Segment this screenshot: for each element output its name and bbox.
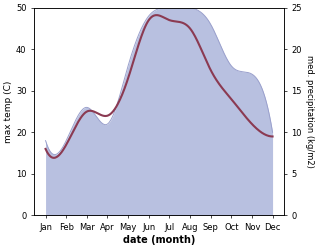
Y-axis label: med. precipitation (kg/m2): med. precipitation (kg/m2) <box>305 55 314 168</box>
X-axis label: date (month): date (month) <box>123 235 195 245</box>
Y-axis label: max temp (C): max temp (C) <box>4 80 13 143</box>
